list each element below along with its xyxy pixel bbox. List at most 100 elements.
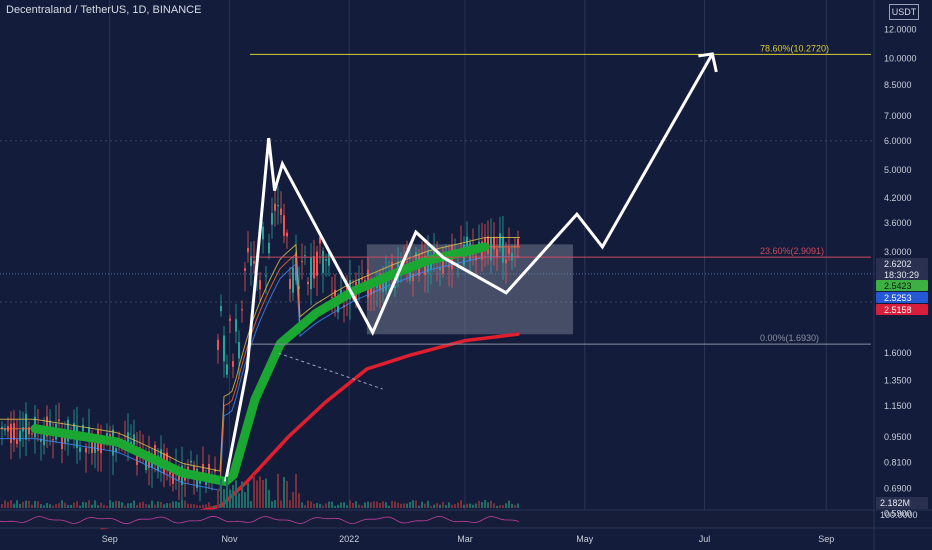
volume-bar (463, 504, 465, 508)
volume-bar (451, 504, 453, 508)
volume-bar (94, 500, 96, 508)
y-tick-label: 4.2000 (884, 193, 912, 203)
volume-bar (229, 489, 231, 508)
oscillator-pane (0, 510, 874, 528)
volume-bar (181, 500, 183, 508)
volume-bar (25, 500, 27, 508)
candle-body (271, 213, 273, 225)
volume-bar (358, 504, 360, 508)
volume-bar (118, 501, 120, 508)
y-tick-label: 1.6000 (884, 348, 912, 358)
volume-bar (85, 502, 87, 508)
candle-body (262, 226, 264, 240)
candle-body (43, 432, 45, 446)
volume-bar (346, 505, 348, 508)
volume-bar (139, 502, 141, 508)
volume-bar (367, 501, 369, 508)
volume-bar (46, 502, 48, 508)
volume-bar (250, 501, 252, 508)
y-tick-label: 3.0000 (884, 247, 912, 257)
volume-bar (472, 504, 474, 508)
volume-bar (160, 501, 162, 508)
currency-button[interactable]: USDT (889, 4, 919, 20)
price-label-countdown: 18:30:29 (884, 270, 919, 280)
candle-body (4, 428, 6, 431)
candle-body (13, 423, 15, 441)
candle-body (58, 419, 60, 422)
candle-body (166, 452, 168, 463)
x-tick-label: May (576, 534, 594, 544)
volume-bar (205, 504, 207, 508)
volume-bar (184, 500, 186, 508)
y-tick-label: 5.0000 (884, 165, 912, 175)
candle-body (64, 436, 66, 443)
volume-bar (505, 503, 507, 508)
volume-bar (349, 500, 351, 508)
candle-body (460, 243, 462, 245)
volume-bar (133, 500, 135, 508)
volume-bar (487, 502, 489, 508)
candle-body (298, 286, 300, 290)
volume-bar (310, 501, 312, 508)
volume-bar (436, 503, 438, 508)
fib-label-1: 23.60%(2.9091) (760, 246, 824, 256)
candle-body (208, 463, 210, 475)
volume-bar (292, 492, 294, 508)
volume-bar (517, 503, 519, 508)
price-label-ema_mid: 2.5253 (884, 293, 912, 303)
volume-bar (325, 503, 327, 508)
candle-body (385, 273, 387, 292)
price-label-bg-ema_short (876, 280, 928, 291)
oscillator-line (0, 515, 520, 525)
volume-bar (388, 505, 390, 508)
candle-body (52, 439, 54, 441)
candle-body (316, 251, 318, 276)
volume-bar (217, 488, 219, 508)
volume-bar (199, 505, 201, 508)
candle-body (154, 444, 156, 459)
y-tick-label: 1.3500 (884, 375, 912, 385)
y-tick-label: 12.0000 (884, 24, 917, 34)
volume-bar (340, 502, 342, 508)
candle-body (370, 287, 372, 296)
volume-bar (142, 501, 144, 508)
volume-bar (448, 502, 450, 508)
grid (0, 0, 874, 528)
volume-label-bg (876, 497, 928, 509)
y-tick-label: 3.6000 (884, 218, 912, 228)
candle-body (91, 438, 93, 453)
volume-bar (454, 504, 456, 508)
volume-bar (127, 503, 129, 508)
volume-bar (457, 502, 459, 508)
volume-bar (382, 501, 384, 508)
candle-body (280, 208, 282, 215)
price-label-bg-ema_long (876, 304, 928, 315)
volume-bar (64, 502, 66, 508)
candle-body (202, 463, 204, 474)
ma-line-1 (0, 256, 520, 491)
volume-bar (34, 500, 36, 508)
volume-bar (475, 503, 477, 508)
volume-bar (280, 500, 282, 508)
volume-bar (70, 504, 72, 508)
candle-body (412, 273, 414, 281)
volume-bar (172, 501, 174, 508)
volume-bar (478, 500, 480, 508)
volume-bar (316, 502, 318, 508)
candle-body (496, 248, 498, 258)
volume-bar (7, 502, 9, 508)
x-tick-label: 2022 (339, 534, 359, 544)
volume-bar (391, 500, 393, 508)
candle-body (274, 203, 276, 211)
volume-bar (22, 501, 24, 508)
candle-body (448, 264, 450, 268)
volume-bar (238, 493, 240, 508)
volume-bar (163, 504, 165, 508)
fib-label-2: 0.00%(1.6930) (760, 333, 819, 343)
volume-bar (304, 505, 306, 508)
volume-bar (31, 504, 33, 508)
volume-bar (295, 473, 297, 508)
candle-body (319, 236, 321, 244)
